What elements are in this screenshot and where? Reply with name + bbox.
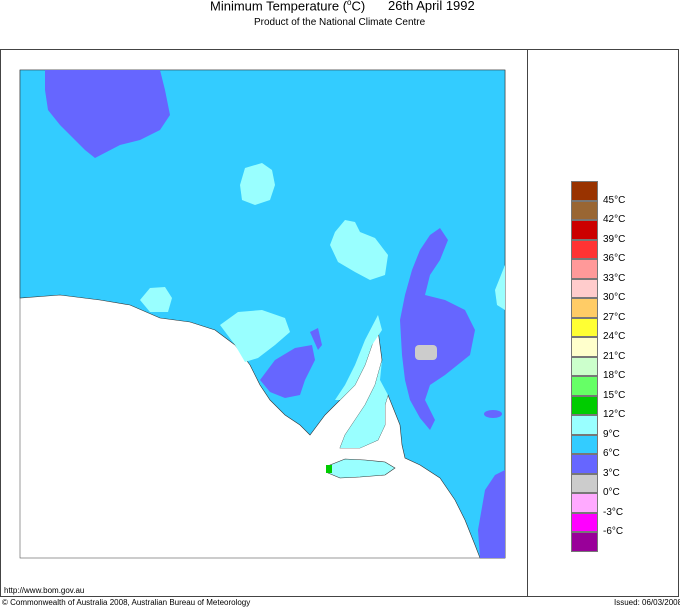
region-3-6-small bbox=[310, 328, 322, 350]
legend-label: 45°C bbox=[603, 194, 626, 206]
legend-label: 9°C bbox=[603, 428, 620, 440]
legend-label: 30°C bbox=[603, 292, 626, 303]
legend-swatch bbox=[571, 473, 598, 493]
legend-swatch bbox=[571, 454, 598, 474]
legend-label: 18°C bbox=[603, 370, 626, 381]
region-9-12-a bbox=[240, 163, 275, 205]
legend-label: 15°C bbox=[603, 389, 626, 401]
legend-label: 21°C bbox=[603, 350, 626, 362]
legend-swatch bbox=[571, 356, 598, 376]
region-9-12-yorke bbox=[340, 360, 388, 448]
legend-label: 24°C bbox=[603, 331, 626, 342]
legend-label: 12°C bbox=[603, 409, 626, 420]
legend-label: 3°C bbox=[603, 467, 620, 479]
legend-swatch bbox=[571, 259, 598, 279]
legend-swatch bbox=[571, 317, 598, 337]
region-9-12-c bbox=[140, 287, 172, 312]
region-3-6-northwest bbox=[45, 70, 170, 158]
region-3-6-east bbox=[400, 228, 475, 430]
map-subtitle: Product of the National Climate Centre bbox=[254, 17, 426, 28]
region-0-3 bbox=[415, 345, 437, 360]
legend-label: 33°C bbox=[603, 272, 626, 284]
map-date: 26th April 1992 bbox=[388, 0, 475, 13]
legend-swatch bbox=[571, 239, 598, 259]
legend-label: 36°C bbox=[603, 253, 626, 264]
legend-label: -3°C bbox=[603, 506, 624, 518]
legend-swatch bbox=[571, 415, 598, 435]
legend-swatch bbox=[571, 434, 598, 454]
region-3-6-central bbox=[260, 345, 315, 398]
legend-label: -6°C bbox=[603, 526, 624, 537]
legend-swatch bbox=[571, 493, 598, 513]
legend-swatch bbox=[571, 395, 598, 415]
legend-swatch bbox=[571, 278, 598, 298]
region-9-12-eyre bbox=[335, 315, 382, 400]
legend-swatch bbox=[571, 337, 598, 357]
footer-url[interactable]: http://www.bom.gov.au bbox=[4, 586, 85, 595]
legend-divider bbox=[527, 49, 528, 597]
legend-swatch bbox=[571, 532, 598, 552]
legend-swatch bbox=[571, 512, 598, 532]
region-9-12-d bbox=[220, 310, 290, 362]
map-title: Minimum Temperature (oC) bbox=[210, 0, 366, 14]
region-9-12-b bbox=[330, 220, 388, 280]
kangaroo-island bbox=[327, 458, 396, 479]
legend-swatch bbox=[571, 181, 598, 201]
region-12-15 bbox=[326, 465, 332, 473]
legend-label: 0°C bbox=[603, 487, 620, 498]
legend-swatch bbox=[571, 220, 598, 240]
legend-label: 6°C bbox=[603, 448, 620, 459]
legend-swatch bbox=[571, 200, 598, 220]
region-3-6-dot bbox=[484, 410, 502, 418]
legend-swatch bbox=[571, 298, 598, 318]
footer-issued: Issued: 06/03/2008 bbox=[614, 598, 680, 607]
map-frame bbox=[0, 49, 679, 597]
legend-label: 39°C bbox=[603, 233, 626, 245]
legend-label: 27°C bbox=[603, 311, 626, 323]
region-9-12-e bbox=[495, 265, 505, 310]
footer-copyright: © Commonwealth of Australia 2008, Austra… bbox=[2, 598, 251, 607]
legend-swatch bbox=[571, 376, 598, 396]
region-3-6-southeast bbox=[478, 470, 505, 558]
legend-label: 42°C bbox=[603, 214, 626, 225]
